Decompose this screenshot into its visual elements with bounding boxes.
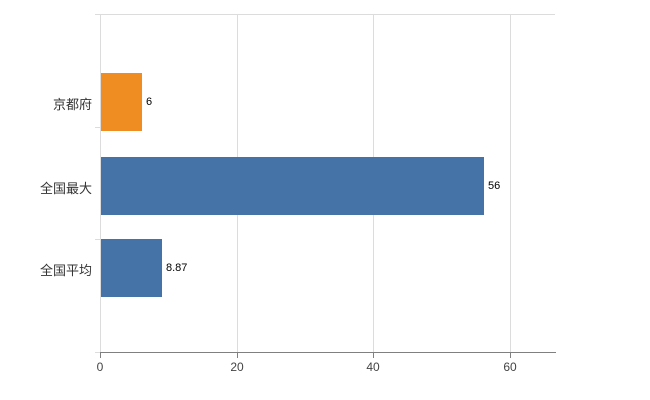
y-axis-tick bbox=[95, 127, 100, 128]
value-label: 6 bbox=[146, 96, 153, 108]
y-axis-line bbox=[100, 14, 101, 352]
y-axis-tick bbox=[95, 352, 100, 353]
x-axis-tick bbox=[100, 353, 101, 358]
bar-0 bbox=[101, 73, 142, 131]
x-axis-tick bbox=[237, 353, 238, 358]
x-axis-tick bbox=[373, 353, 374, 358]
x-axis-tick bbox=[510, 353, 511, 358]
x-tick-label: 40 bbox=[366, 360, 380, 374]
bar-1 bbox=[101, 157, 484, 215]
x-tick-label: 60 bbox=[503, 360, 517, 374]
category-label: 全国平均 bbox=[39, 263, 92, 278]
value-label: 56 bbox=[488, 180, 501, 192]
y-axis-tick bbox=[95, 239, 100, 240]
y-axis-tick bbox=[95, 14, 100, 15]
x-axis-line bbox=[100, 352, 556, 353]
x-tick-label: 0 bbox=[96, 360, 104, 374]
value-label: 8.87 bbox=[166, 262, 188, 274]
category-label: 京都府 bbox=[52, 97, 92, 112]
plot-top-border bbox=[100, 14, 555, 15]
x-tick-label: 20 bbox=[230, 360, 244, 374]
gridline bbox=[510, 14, 511, 352]
bar-2 bbox=[101, 239, 162, 297]
category-label: 全国最大 bbox=[39, 181, 92, 196]
plot-area: 6 56 8.87 bbox=[100, 14, 555, 352]
